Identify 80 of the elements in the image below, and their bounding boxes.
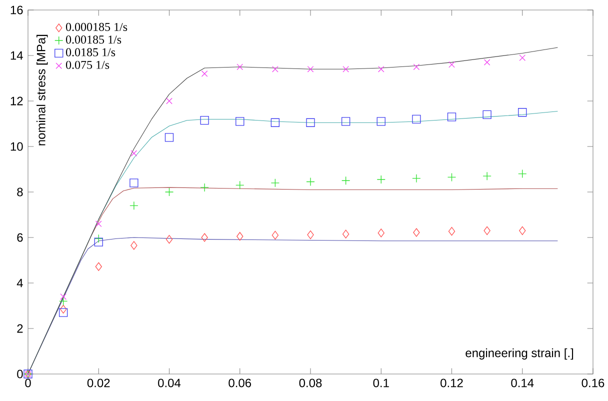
point (412, 114, 421, 124)
x-tick-label: 0.1 (373, 378, 389, 388)
point (341, 176, 350, 185)
point (201, 233, 208, 242)
y-tick-label: 12 (10, 96, 23, 106)
point (270, 118, 280, 127)
point (236, 117, 244, 126)
point (307, 230, 314, 240)
point (484, 226, 490, 236)
point (447, 112, 456, 122)
x-tick-label: 0.08 (299, 378, 322, 388)
point (342, 66, 349, 72)
point (412, 174, 421, 183)
point (236, 64, 244, 70)
legend-label: 0.0185 1/s (66, 48, 116, 56)
x-axis-title: engineering strain [.] (466, 348, 574, 360)
point (94, 234, 103, 243)
point (448, 61, 455, 68)
point (376, 175, 386, 184)
point (518, 108, 527, 117)
point (482, 172, 492, 180)
point (201, 70, 208, 77)
point (519, 226, 526, 236)
point (200, 183, 209, 192)
point (413, 228, 420, 237)
x-tick-label: 0.02 (87, 378, 110, 388)
point (94, 238, 103, 246)
point (236, 232, 244, 241)
point (447, 172, 456, 182)
point (272, 230, 279, 240)
point (130, 150, 138, 156)
point (166, 98, 172, 104)
point (378, 66, 384, 72)
y-tick-label: 14 (10, 51, 23, 60)
x-tick-label: 0.16 (582, 378, 604, 388)
point (306, 118, 315, 127)
point (342, 230, 350, 238)
point (200, 116, 209, 125)
x-tick-label: 0.04 (158, 378, 181, 388)
y-axis-title: nominal stress [MPa] (36, 34, 48, 146)
point (519, 54, 526, 61)
point (130, 178, 138, 188)
y-tick-label: 16 (10, 6, 23, 14)
legend-label: 0.075 1/s (66, 60, 110, 69)
point (130, 241, 138, 250)
point (306, 177, 315, 186)
point (482, 110, 492, 119)
legend-label: 0.000185 1/s (66, 22, 128, 32)
point (484, 59, 490, 66)
point (413, 64, 420, 70)
x-tick-label: 0 (25, 378, 31, 388)
point (58, 308, 68, 317)
y-tick-label: 8 (17, 188, 23, 196)
point (448, 227, 456, 236)
point (307, 66, 314, 72)
y-tick-label: 6 (17, 233, 23, 242)
point (166, 234, 173, 244)
point (60, 304, 67, 314)
point (270, 178, 280, 188)
point (272, 66, 278, 72)
point (236, 180, 244, 190)
point (60, 293, 66, 300)
point (95, 262, 102, 271)
point (164, 133, 174, 142)
y-tick-label: 10 (10, 142, 23, 151)
point (341, 117, 350, 126)
point (164, 188, 174, 196)
point (518, 169, 527, 178)
legend-label: 0.00185 1/s (66, 36, 122, 44)
y-tick-label: 0 (17, 370, 23, 378)
y-tick-label: 2 (17, 324, 23, 333)
point (130, 201, 138, 210)
point (95, 220, 102, 228)
x-tick-label: 0.12 (440, 378, 463, 388)
point (58, 296, 68, 306)
point (376, 117, 386, 126)
y-tick-label: 4 (16, 278, 23, 288)
x-tick-label: 0.14 (511, 378, 534, 388)
point (378, 228, 384, 238)
x-tick-label: 0.06 (228, 378, 252, 388)
